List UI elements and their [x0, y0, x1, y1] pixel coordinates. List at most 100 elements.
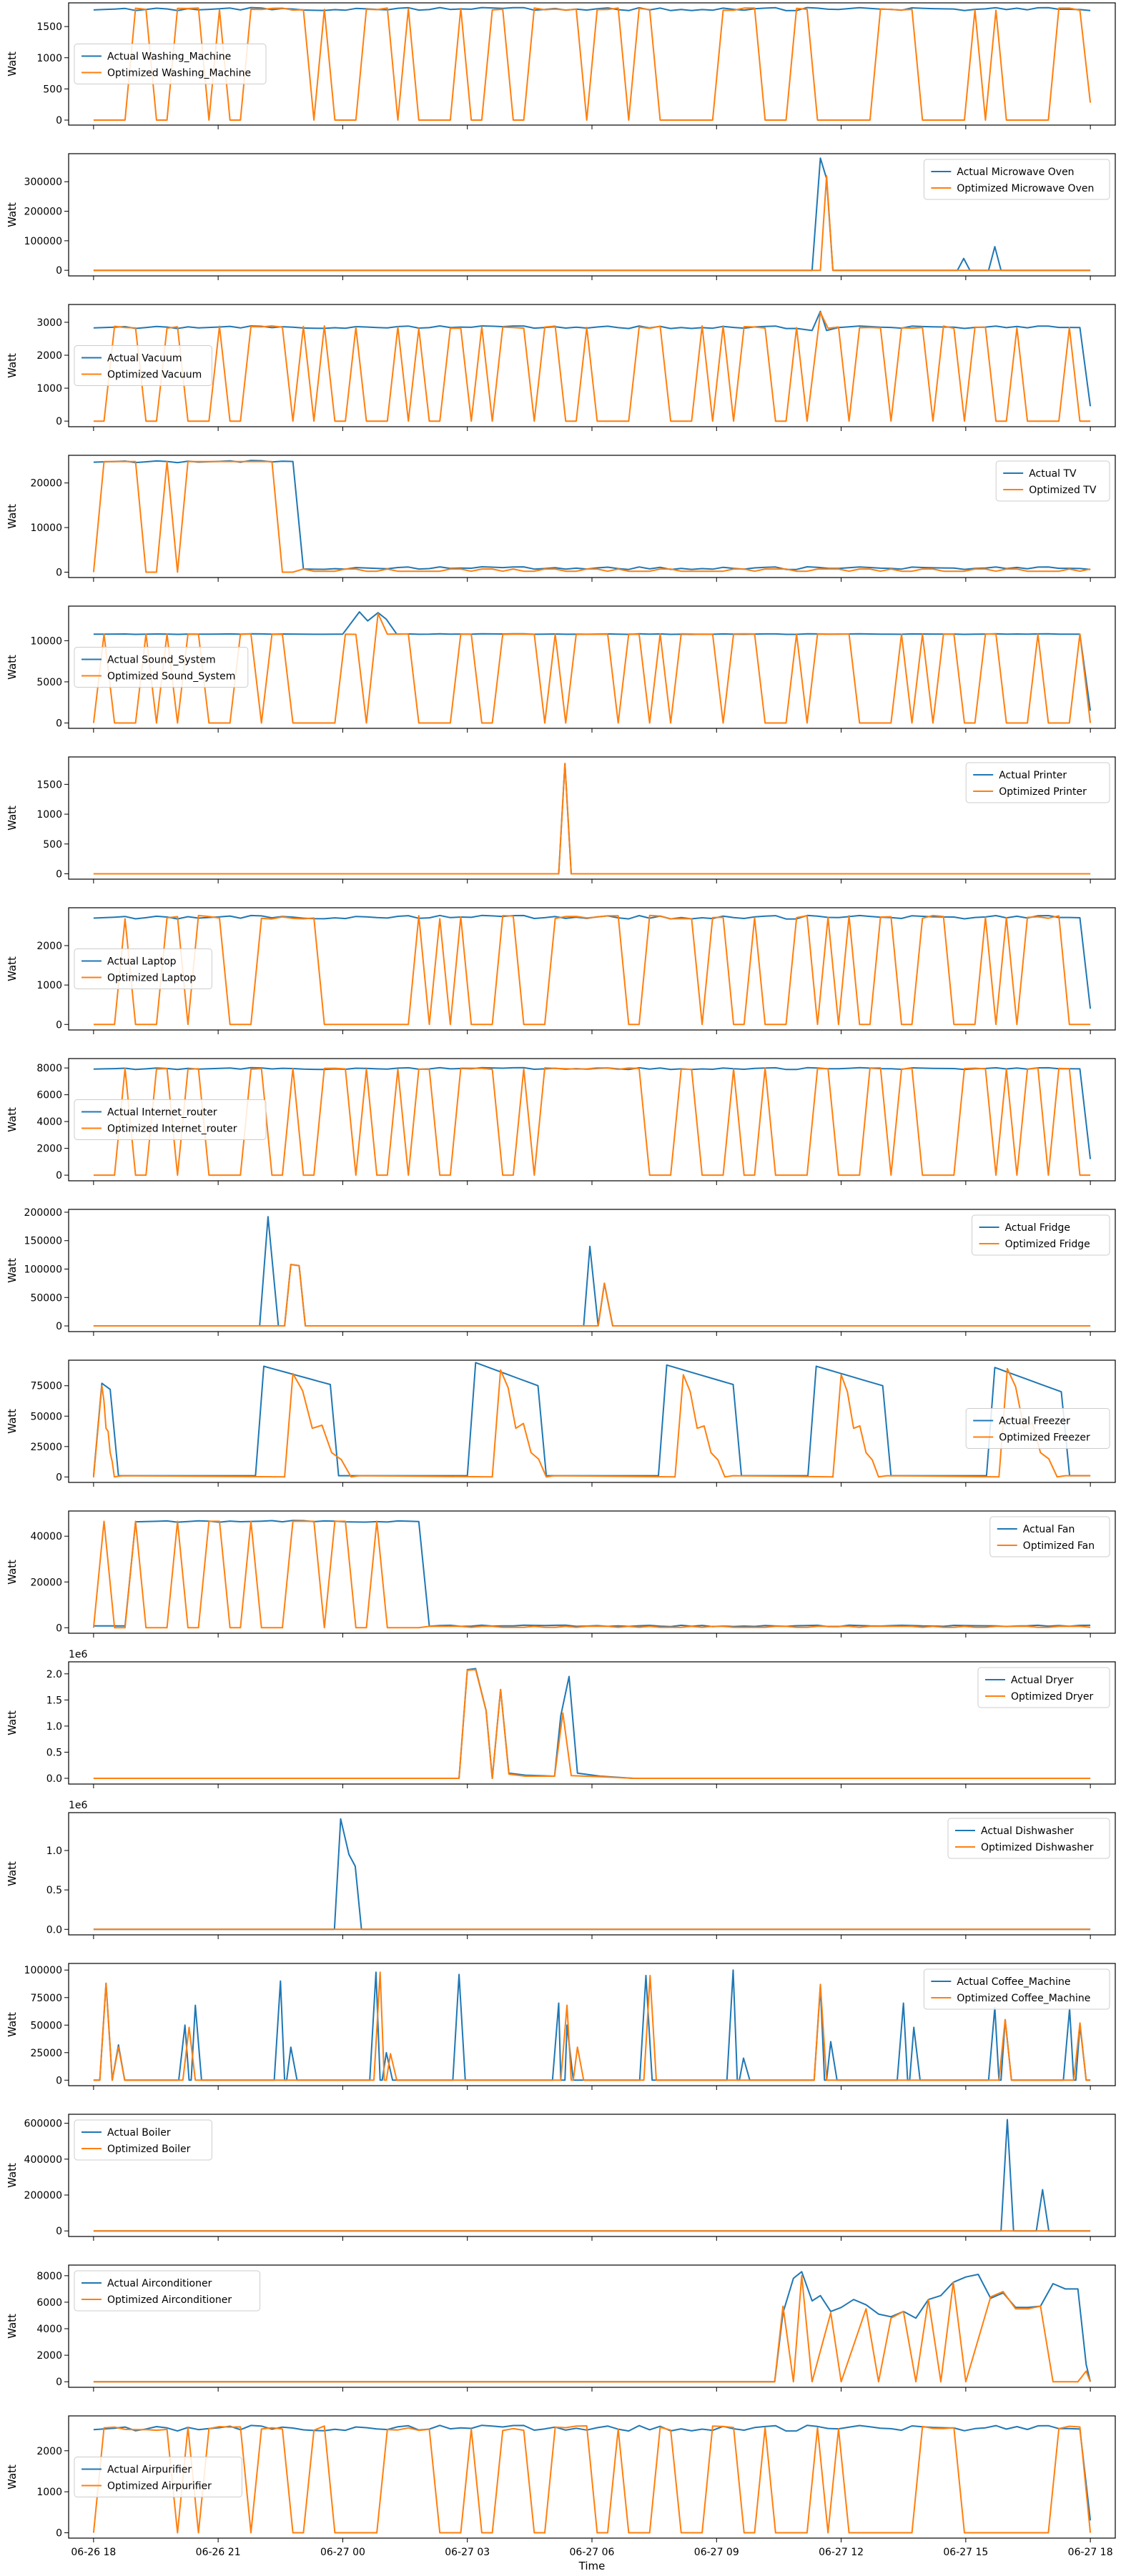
series-line-actual	[93, 157, 1091, 272]
y-tick-label: 100000	[24, 236, 62, 247]
legend-entry: Optimized Laptop	[107, 973, 196, 984]
axes-frame	[68, 605, 1116, 729]
axes-frame	[68, 2, 1116, 126]
legend-entry: Actual Airconditioner	[107, 2278, 212, 2289]
series-line-optimized	[93, 763, 1091, 875]
y-tick-label: 4000	[36, 2324, 62, 2335]
axes-frame	[68, 2415, 1116, 2539]
axes-frame	[68, 1058, 1116, 1182]
y-tick-label: 100000	[24, 1965, 62, 1976]
y-tick-label: 50000	[30, 2020, 62, 2031]
y-axis-label: Watt	[6, 2163, 19, 2188]
axes-frame	[68, 1359, 1116, 1483]
panel-fridge: 0 50000 100000 150000 200000 Watt Actual Fridg…	[6, 1207, 1116, 1336]
y-tick-label: 1000	[36, 809, 62, 821]
legend: Actual Printer Optimized Printer	[965, 762, 1110, 803]
x-tick-label: 06-27 03	[445, 2547, 490, 2558]
axes-frame	[68, 1812, 1116, 1936]
legend-box	[965, 1408, 1110, 1449]
axes-frame	[68, 1661, 1116, 1785]
legend-entry: Optimized Washing_Machine	[107, 68, 251, 79]
axes-frame	[68, 153, 1116, 277]
legend: Actual Washing_Machine Optimized Washing_…	[74, 44, 267, 84]
series-line-optimized	[93, 7, 1092, 121]
legend-entry: Actual Airpurifier	[107, 2464, 192, 2476]
legend: Actual Fridge Optimized Fridge	[972, 1214, 1110, 1256]
legend-box	[977, 1667, 1110, 1708]
panel-dishwasher: 0.0 0.5 1.0 Watt 1e6 Actual Dishwasher Optimiz…	[6, 1800, 1116, 1939]
series-line-actual	[93, 2119, 1091, 2232]
legend-box	[74, 2457, 242, 2497]
y-tick-label: 4000	[36, 1116, 62, 1128]
panel-vacuum: 0 1000 2000 3000 Watt Actual Vacuum Optimized …	[6, 304, 1116, 431]
y-tick-label: 20000	[30, 478, 62, 490]
y-tick-label: 10000	[30, 635, 62, 647]
legend-entry: Actual Fan	[1023, 1524, 1075, 1535]
x-tick-label: 06-27 09	[694, 2547, 739, 2558]
y-tick-label: 2000	[36, 2350, 62, 2362]
y-tick-label: 5000	[36, 677, 62, 688]
y-axis-label: Watt	[6, 2314, 19, 2339]
y-tick-label: 0	[56, 2075, 62, 2086]
legend-box	[965, 762, 1110, 803]
series-line-actual	[93, 1520, 1091, 1628]
legend-box	[972, 1214, 1110, 1256]
axes-frame	[68, 1963, 1116, 2086]
y-tick-label: 0	[56, 718, 62, 730]
y-tick-label: 200000	[24, 2190, 62, 2201]
y-tick-label: 0	[56, 568, 62, 579]
legend-entry: Optimized Microwave Oven	[957, 183, 1094, 194]
panel-dryer: 0.0 0.5 1.0 1.5 2.0 Watt 1e6 Actual Dryer Optimi…	[6, 1649, 1116, 1788]
legend: Actual Sound_System Optimized Sound_Syste…	[74, 647, 249, 688]
y-axis-label: Watt	[6, 806, 19, 831]
y-tick-label: 1.0	[46, 1721, 62, 1733]
y-tick-label: 50000	[30, 1292, 62, 1304]
legend-entry: Optimized Dryer	[1011, 1691, 1094, 1703]
x-tick-label: 06-27 18	[1068, 2547, 1113, 2558]
x-tick-label: 06-27 00	[320, 2547, 365, 2558]
legend: Actual Fan Optimized Fan	[989, 1516, 1110, 1557]
legend-entry: Optimized Airpurifier	[107, 2481, 212, 2492]
y-axis-label: Watt	[6, 1258, 19, 1283]
series-line-optimized	[92, 1367, 1091, 1478]
y-tick-label: 10000	[30, 522, 62, 534]
series-line-actual	[93, 6, 1091, 11]
legend: Actual Coffee_Machine Optimized Coffee_Ma…	[923, 1968, 1110, 2010]
series-line-optimized	[93, 312, 1091, 422]
y-tick-label: 75000	[30, 1381, 62, 1392]
y-axis-label: Watt	[6, 1710, 19, 1735]
legend-entry: Optimized Dishwasher	[981, 1842, 1094, 1853]
y-axis-label: Watt	[6, 655, 19, 680]
series-line-optimized	[92, 2425, 1092, 2534]
legend-entry: Actual Dryer	[1011, 1675, 1074, 1686]
x-tick-label: 06-27 12	[819, 2547, 864, 2558]
legend-entry: Actual TV	[1029, 468, 1077, 480]
legend-entry: Actual Vacuum	[107, 353, 182, 365]
panel-coffee-machine: 0 25000 50000 75000 100000 Watt Actual Coffee_…	[6, 1963, 1116, 2090]
legend-entry: Actual Fridge	[1005, 1222, 1070, 1234]
y-tick-label: 0	[56, 265, 62, 277]
legend-entry: Actual Boiler	[107, 2127, 171, 2139]
legend: Actual Airpurifier Optimized Airpurifier	[74, 2457, 242, 2497]
y-axis-label: Watt	[6, 956, 19, 981]
y-tick-label: 200000	[24, 207, 62, 218]
y-tick-label: 25000	[30, 1442, 62, 1453]
y-tick-label: 1500	[36, 21, 62, 33]
y-tick-label: 600000	[24, 2119, 62, 2130]
axes-frame	[68, 1510, 1116, 1634]
legend-box	[74, 2119, 212, 2161]
y-tick-label: 1000	[36, 2487, 62, 2498]
y-tick-label: 0	[56, 1170, 62, 1182]
y-offset-label: 1e6	[69, 1800, 88, 1811]
y-tick-label: 0	[56, 2528, 62, 2540]
legend-entry: Actual Sound_System	[107, 655, 216, 666]
legend-box	[74, 44, 267, 84]
series-line-actual	[92, 1362, 1091, 1477]
y-tick-label: 50000	[30, 1411, 62, 1422]
y-tick-label: 1.5	[46, 1695, 62, 1706]
x-tick-label: 06-26 21	[196, 2547, 241, 2558]
panel-airconditioner: 0 2000 4000 6000 8000 Watt Actual Aircondition…	[6, 2264, 1116, 2392]
series-line-optimized	[93, 1669, 1091, 1779]
y-tick-label: 20000	[30, 1577, 62, 1588]
